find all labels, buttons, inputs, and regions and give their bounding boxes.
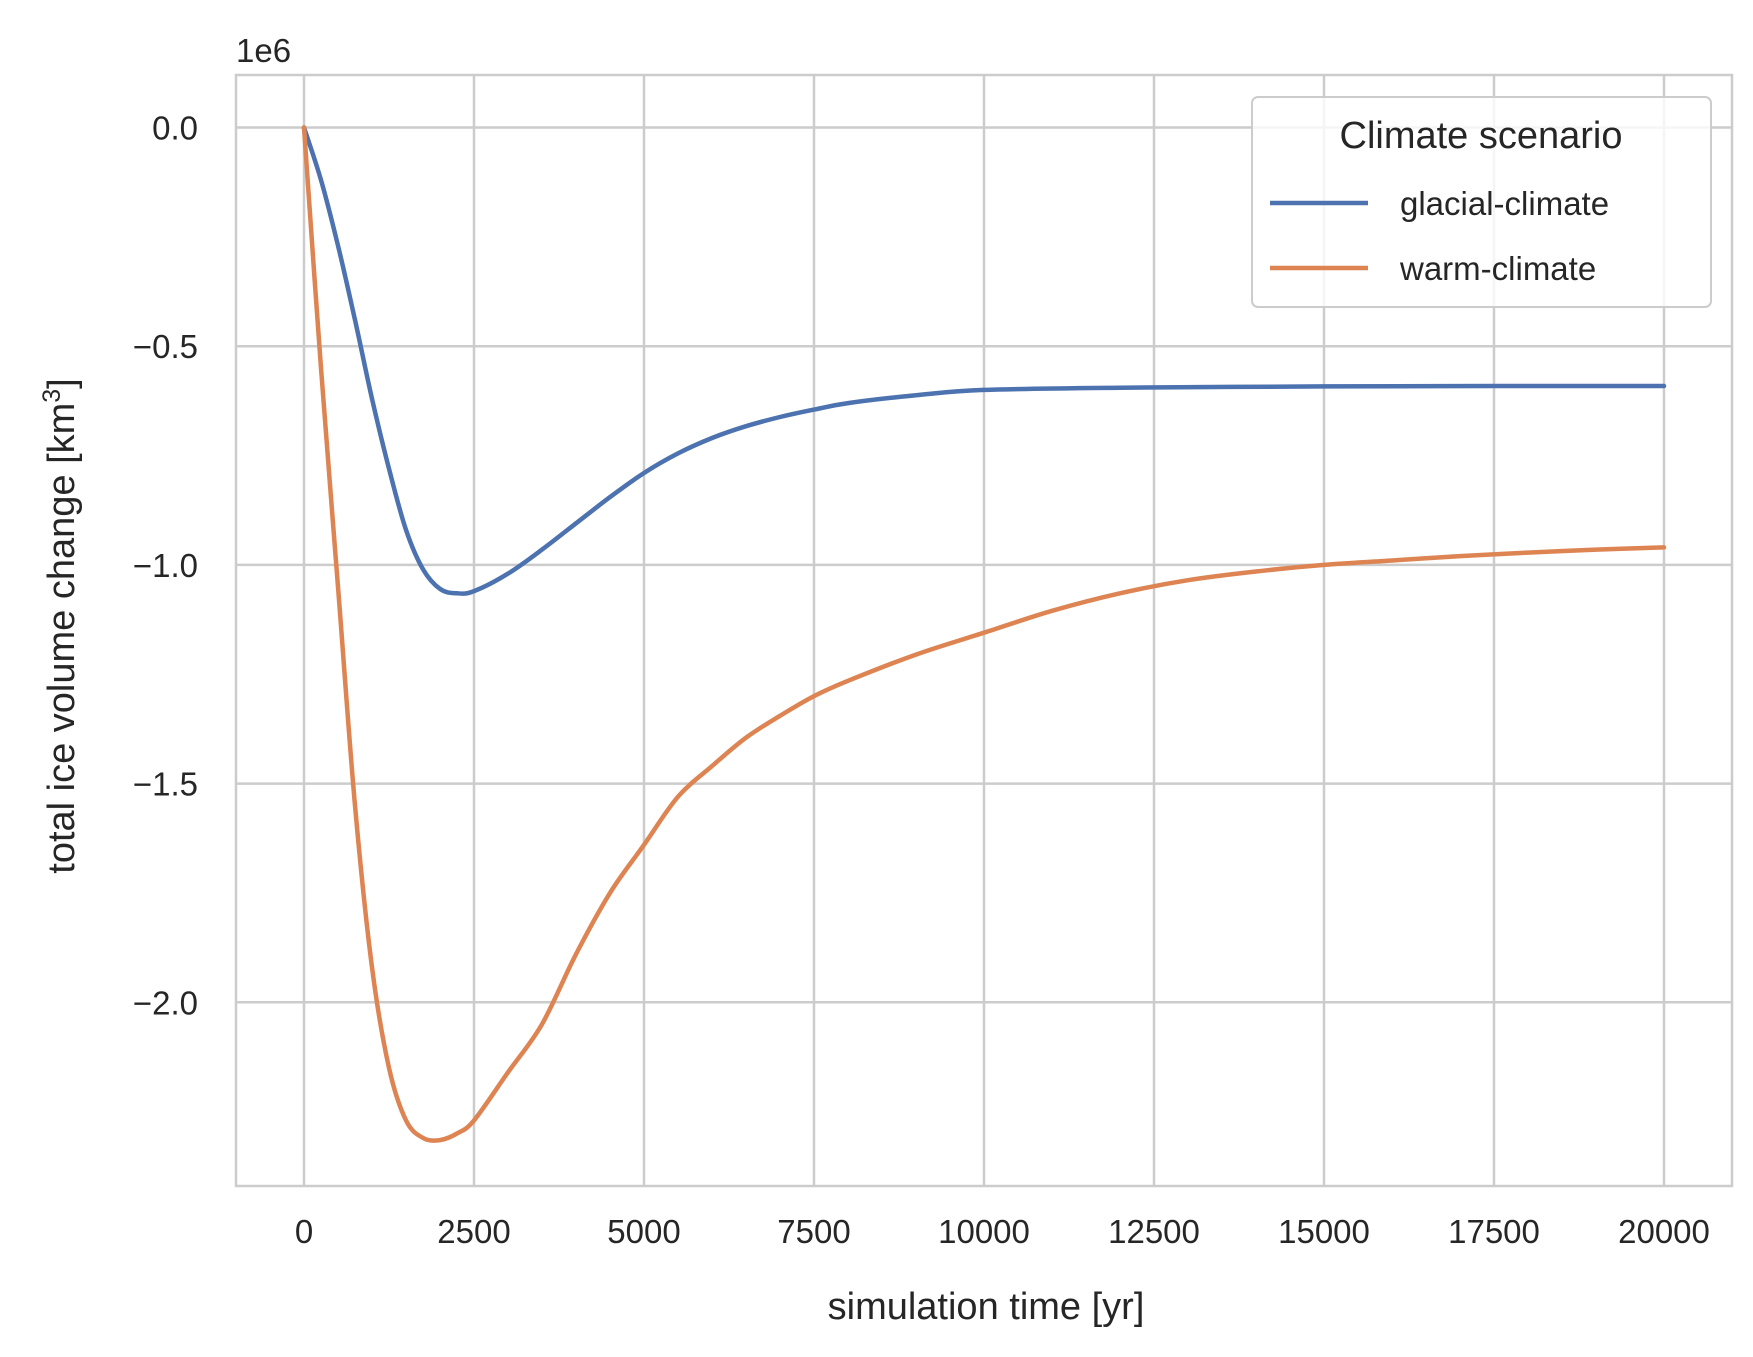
y-tick-labels: 0.0 −0.5 −1.0 −1.5 −2.0 [133, 109, 198, 1021]
y-tick-label: 0.0 [152, 109, 198, 146]
y-axis-label-superscript: 3 [38, 389, 66, 403]
legend: Climate scenario glacial-climate warm-cl… [1251, 96, 1712, 308]
y-tick-label: −1.0 [133, 547, 198, 584]
series-lines [301, 125, 1667, 1143]
x-axis-label: simulation time [yr] [828, 1286, 1145, 1328]
legend-label-glacial-climate: glacial-climate [1400, 185, 1609, 222]
legend-title: Climate scenario [1340, 115, 1623, 157]
y-tick-label: −2.0 [133, 984, 198, 1021]
x-tick-label: 7500 [777, 1213, 850, 1250]
x-tick-label: 20000 [1618, 1213, 1710, 1250]
x-tick-label: 15000 [1278, 1213, 1370, 1250]
y-tick-label: −1.5 [133, 766, 198, 803]
x-tick-label: 0 [295, 1213, 313, 1250]
y-axis-label-main: total ice volume change [km [41, 403, 83, 874]
legend-label-warm-climate: warm-climate [1399, 250, 1596, 287]
y-tick-label: −0.5 [133, 328, 198, 365]
x-tick-label: 12500 [1108, 1213, 1200, 1250]
x-tick-label: 10000 [938, 1213, 1030, 1250]
x-tick-label: 2500 [437, 1213, 510, 1250]
series-line-glacial-climate [301, 125, 1667, 596]
x-tick-labels: 0 2500 5000 7500 10000 12500 15000 17500 20000 [295, 1213, 1710, 1250]
offset-text: 1e6 [236, 32, 291, 69]
legend-box [1251, 96, 1712, 308]
series-line-warm-climate [301, 125, 1667, 1143]
y-axis-label-end: ] [41, 378, 83, 389]
x-tick-label: 17500 [1448, 1213, 1540, 1250]
x-tick-label: 5000 [607, 1213, 680, 1250]
y-axis-label: total ice volume change [km3] [38, 378, 83, 873]
plot-frame [234, 73, 1734, 1188]
